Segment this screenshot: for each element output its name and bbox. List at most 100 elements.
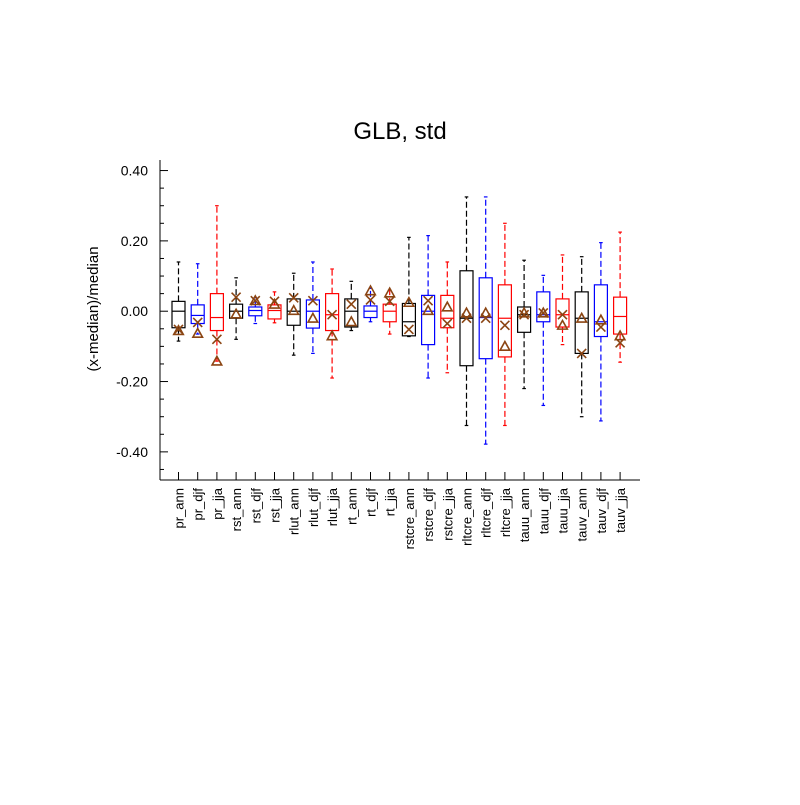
x-marker — [173, 324, 184, 335]
y-tick-label: 0.40 — [121, 163, 148, 179]
triangle-marker — [249, 294, 262, 306]
x-tick-label: rt_jja — [383, 487, 398, 516]
box-rt_ann — [344, 280, 359, 332]
x-marker — [480, 313, 491, 324]
y-tick-label: -0.20 — [116, 374, 148, 390]
box-tauv_ann — [574, 256, 589, 418]
triangle-marker — [364, 284, 377, 296]
chart-title: GLB, std — [353, 118, 446, 145]
y-tick-label: 0.20 — [121, 233, 148, 249]
x-tick-label: tauu_djf — [536, 488, 551, 535]
iqr-box — [401, 302, 416, 337]
x-tick-label: tauv_ann — [575, 488, 590, 542]
x-tick-label: tauv_jja — [613, 487, 628, 533]
triangle-marker — [229, 307, 243, 319]
x-marker — [615, 337, 626, 348]
x-marker — [519, 309, 530, 320]
box-rst_djf — [248, 294, 263, 325]
x-marker — [461, 313, 472, 324]
x-marker — [288, 292, 299, 303]
x-tick-label: tauu_ann — [517, 488, 532, 542]
box-rstcre_ann — [401, 236, 416, 338]
triangle-marker — [613, 329, 627, 341]
triangle-marker — [191, 326, 204, 339]
box-rltcre_ann — [459, 196, 474, 427]
x-marker — [442, 318, 453, 329]
iqr-box — [421, 294, 436, 346]
x-tick-label: rstcre_djf — [421, 488, 436, 542]
box-rstcre_jja — [440, 261, 455, 374]
x-tick-label: rst_djf — [248, 488, 263, 524]
iqr-box — [536, 291, 551, 323]
x-tick-label: tauv_djf — [594, 488, 609, 534]
triangle-marker — [383, 286, 396, 298]
x-tick-label: rlut_ann — [287, 488, 302, 535]
x-tick-label: rltcre_jja — [498, 487, 513, 537]
triangle-marker — [594, 313, 608, 325]
x-marker — [403, 324, 414, 335]
x-marker — [269, 296, 280, 307]
iqr-box — [267, 304, 282, 320]
y-tick-label: 0.00 — [121, 303, 148, 319]
box-rt_jja — [382, 286, 397, 335]
x-marker — [595, 321, 606, 333]
triangle-marker — [556, 318, 569, 330]
iqr-box — [171, 300, 186, 329]
x-marker — [211, 334, 222, 345]
box-rlut_jja — [325, 268, 340, 379]
iqr-box — [440, 294, 455, 329]
box-tauv_jja — [612, 231, 628, 363]
box-rst_ann — [229, 277, 244, 340]
x-marker — [346, 299, 357, 310]
triangle-marker — [460, 306, 473, 318]
triangle-marker — [402, 295, 416, 308]
triangle-marker — [537, 306, 550, 318]
triangle-marker — [421, 304, 435, 316]
triangle-marker — [306, 311, 320, 323]
x-marker — [327, 309, 338, 320]
x-tick-label: rt_ann — [344, 488, 359, 525]
x-tick-label: rlut_djf — [306, 488, 321, 527]
x-marker — [384, 296, 395, 307]
iqr-box — [344, 298, 359, 328]
iqr-box — [497, 284, 512, 358]
iqr-box — [382, 303, 397, 323]
box-rlut_ann — [286, 272, 301, 356]
x-marker — [557, 309, 568, 320]
x-marker — [365, 294, 376, 306]
x-tick-label: rstcre_ann — [402, 488, 417, 549]
x-tick-label: pr_ann — [172, 488, 187, 528]
box-tauv_djf — [593, 242, 609, 422]
triangle-marker — [441, 300, 454, 312]
triangle-marker — [345, 315, 358, 327]
triangle-marker — [325, 329, 339, 341]
x-marker — [499, 320, 510, 331]
axes: -0.40 -0.20 0.00 0.20 0.40 pr_ann pr_djf pr_jja… — [116, 160, 640, 549]
triangle-marker — [498, 339, 512, 352]
x-tick-label: rltcre_ann — [460, 488, 475, 546]
triangle-marker — [287, 304, 300, 316]
box-rltcre_jja — [497, 222, 512, 427]
y-tick-label: -0.40 — [116, 444, 148, 460]
x-tick-label: pr_djf — [191, 488, 206, 521]
x-marker — [538, 307, 549, 319]
box-rstcre_djf — [421, 235, 436, 379]
x-marker — [423, 295, 434, 306]
box-tauu_jja — [555, 254, 570, 346]
box-pr_djf — [190, 263, 205, 339]
iqr-box — [248, 306, 263, 317]
box-rltcre_djf — [478, 196, 493, 445]
triangle-marker — [210, 354, 224, 366]
x-tick-label: tauu_jja — [556, 487, 571, 533]
iqr-box — [209, 293, 224, 332]
x-tick-label: rst_jja — [268, 487, 283, 522]
x-tick-label: rltcre_djf — [479, 488, 494, 538]
x-marker — [192, 317, 203, 328]
triangle-marker — [479, 306, 492, 318]
box-rlut_djf — [305, 261, 320, 355]
box-tauu_djf — [536, 274, 551, 407]
y-axis-label: (x-median)/median — [85, 246, 102, 371]
